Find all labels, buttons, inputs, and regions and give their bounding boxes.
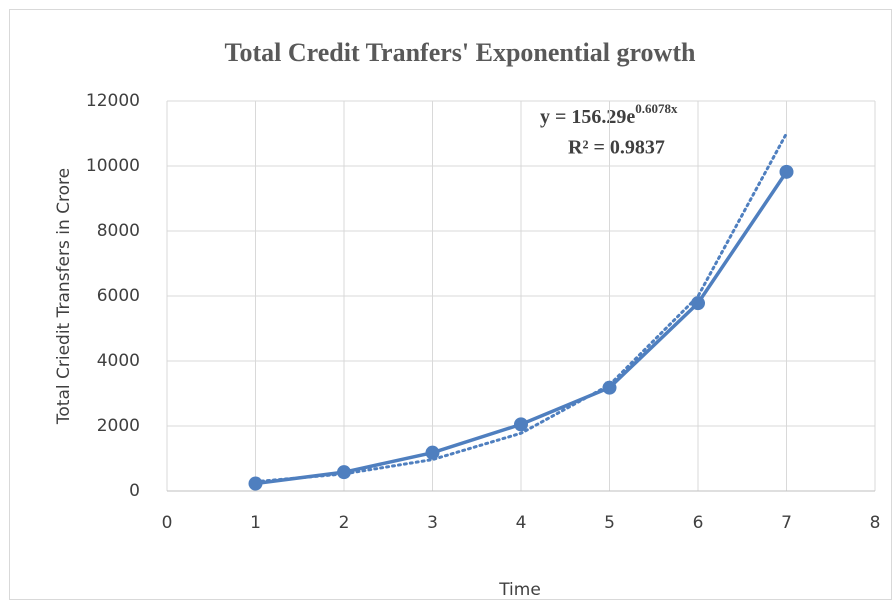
y-tick-label: 0: [129, 481, 140, 501]
y-tick-label: 4000: [97, 351, 140, 371]
y-tick-label: 6000: [97, 286, 140, 306]
data-point: [602, 380, 617, 395]
y-tick-label: 2000: [97, 416, 140, 436]
data-point: [248, 476, 263, 491]
y-tick-label: 12000: [86, 91, 140, 111]
chart-border: [9, 9, 892, 600]
x-tick-label: 0: [162, 513, 173, 533]
r-squared: R² = 0.9837: [568, 137, 665, 159]
x-tick-label: 2: [339, 513, 350, 533]
data-point: [514, 417, 528, 432]
trend-equation: y = 156.29e0.6078x: [540, 101, 678, 128]
chart-title: Total Credit Tranfers' Exponential growt…: [225, 38, 696, 67]
x-tick-label: 3: [427, 513, 438, 533]
equation-base: y = 156.29e: [540, 106, 635, 128]
x-tick-label: 7: [781, 513, 792, 533]
y-tick-label: 10000: [86, 156, 140, 176]
equation-exponent: 0.6078x: [635, 101, 678, 116]
data-point: [691, 296, 705, 311]
x-axis-label: Time: [498, 580, 541, 600]
x-tick-label: 8: [870, 513, 881, 533]
x-tick-label: 4: [516, 513, 527, 533]
x-tick-label: 1: [250, 513, 261, 533]
y-axis-label: Total Criedit Transfers in Crore: [54, 168, 74, 425]
data-point: [337, 465, 351, 480]
x-tick-label: 6: [693, 513, 704, 533]
y-tick-label: 8000: [97, 221, 140, 241]
data-point: [425, 445, 440, 460]
data-point: [779, 164, 794, 179]
x-tick-label: 5: [604, 513, 615, 533]
